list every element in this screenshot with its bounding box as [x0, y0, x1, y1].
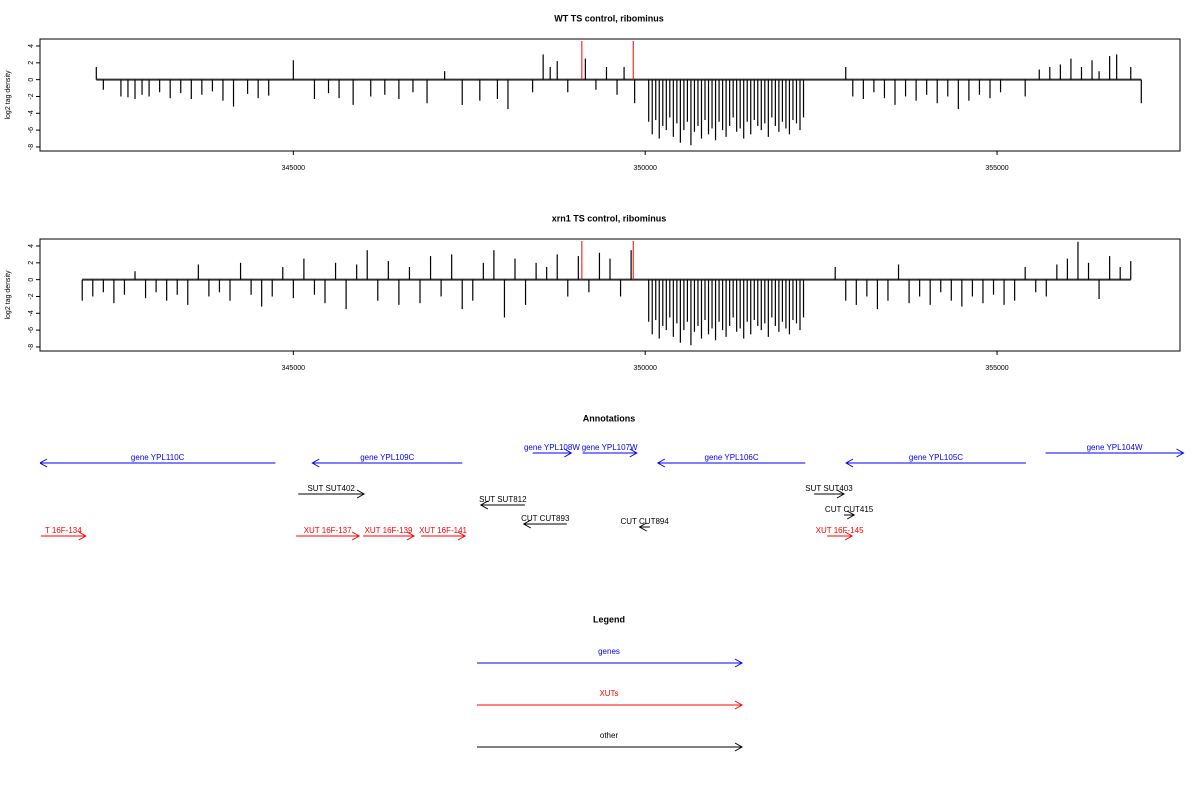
- feature-label: CUT CUT893: [521, 514, 570, 523]
- feature-label: T 16F-134: [45, 526, 82, 535]
- y-tick-label: 2: [28, 261, 35, 265]
- x-tick-label: 345000: [282, 365, 305, 372]
- legend-label: other: [600, 731, 619, 740]
- arrow-head: [1176, 448, 1185, 458]
- chart-title: xrn1 TS control, ribominus: [552, 213, 667, 223]
- arrow-head: [78, 531, 87, 541]
- y-tick-label: -2: [28, 293, 35, 299]
- arrow-head: [844, 531, 854, 541]
- legend-arrow-head: [734, 658, 744, 668]
- y-tick-label: 4: [28, 244, 35, 248]
- legend-label: XUTs: [599, 689, 618, 698]
- feature-label: XUT 16F-141: [419, 526, 467, 535]
- feature-label: gene YPL108W: [524, 443, 580, 452]
- x-tick-label: 350000: [634, 165, 657, 172]
- y-tick-label: -4: [28, 110, 35, 116]
- feature-label: XUT 16F-145: [816, 526, 864, 535]
- x-tick-label: 355000: [985, 365, 1008, 372]
- arrow-head: [479, 500, 489, 510]
- arrow-head: [629, 448, 638, 458]
- y-tick-label: -4: [28, 310, 35, 316]
- chart-title: WT TS control, ribominus: [554, 13, 664, 23]
- plot-frame: [39, 38, 1181, 152]
- feature-label: gene YPL106C: [705, 453, 759, 462]
- feature-label: gene YPL109C: [360, 453, 414, 462]
- arrow-head: [40, 458, 48, 468]
- arrow-head: [522, 519, 532, 529]
- feature-label: CUT CUT415: [825, 505, 874, 514]
- y-axis-label: log2 tag density: [5, 70, 12, 120]
- x-tick-label: 355000: [985, 165, 1008, 172]
- arrow-head: [638, 522, 647, 532]
- arrow-head: [406, 531, 416, 541]
- feature-label: gene YPL110C: [131, 453, 185, 462]
- arrow-head: [351, 531, 361, 541]
- feature-label: XUT 16F-137: [304, 526, 352, 535]
- x-tick-label: 345000: [282, 165, 305, 172]
- feature-label: SUT SUT812: [479, 495, 527, 504]
- x-tick-label: 350000: [634, 365, 657, 372]
- feature-label: gene YPL105C: [909, 453, 963, 462]
- plot-frame: [39, 238, 1181, 352]
- legend-label: genes: [598, 647, 620, 656]
- feature-label: CUT CUT894: [621, 517, 670, 526]
- legend-arrow-head: [734, 742, 744, 752]
- y-tick-label: -8: [28, 344, 35, 350]
- y-tick-label: -6: [28, 127, 35, 133]
- y-tick-label: 4: [28, 44, 35, 48]
- arrow-head: [311, 458, 320, 468]
- y-tick-label: -8: [28, 144, 35, 150]
- arrow-head: [656, 458, 666, 468]
- arrow-head: [845, 458, 854, 468]
- legend-title: Legend: [593, 614, 625, 624]
- feature-label: SUT SUT403: [805, 484, 853, 493]
- annotations-title: Annotations: [583, 413, 636, 423]
- y-tick-label: -6: [28, 327, 35, 333]
- y-tick-label: 0: [28, 278, 35, 282]
- y-tick-label: 0: [28, 78, 35, 82]
- feature-label: gene YPL104W: [1087, 443, 1143, 452]
- arrow-head: [564, 448, 573, 458]
- feature-label: SUT SUT402: [307, 484, 355, 493]
- feature-label: XUT 16F-139: [365, 526, 413, 535]
- arrow-head: [836, 489, 845, 499]
- y-axis-label: log2 tag density: [5, 270, 12, 320]
- y-tick-label: 2: [28, 61, 35, 65]
- feature-label: gene YPL107W: [582, 443, 638, 452]
- y-tick-label: -2: [28, 93, 35, 99]
- arrow-head: [846, 510, 856, 520]
- arrow-head: [356, 489, 366, 499]
- arrow-head: [457, 531, 467, 541]
- legend-arrow-head: [734, 700, 744, 710]
